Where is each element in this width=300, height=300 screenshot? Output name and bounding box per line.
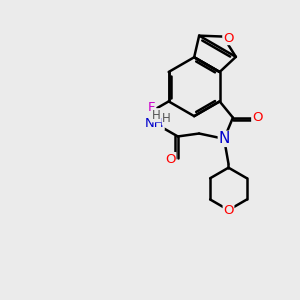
Text: H: H — [162, 112, 171, 125]
Text: O: O — [165, 153, 176, 166]
Text: O: O — [252, 111, 262, 124]
Text: O: O — [223, 32, 233, 44]
Text: N: N — [218, 131, 230, 146]
Text: H: H — [152, 109, 161, 122]
Text: NH: NH — [145, 117, 164, 130]
Text: F: F — [148, 101, 156, 114]
Text: O: O — [223, 204, 234, 217]
